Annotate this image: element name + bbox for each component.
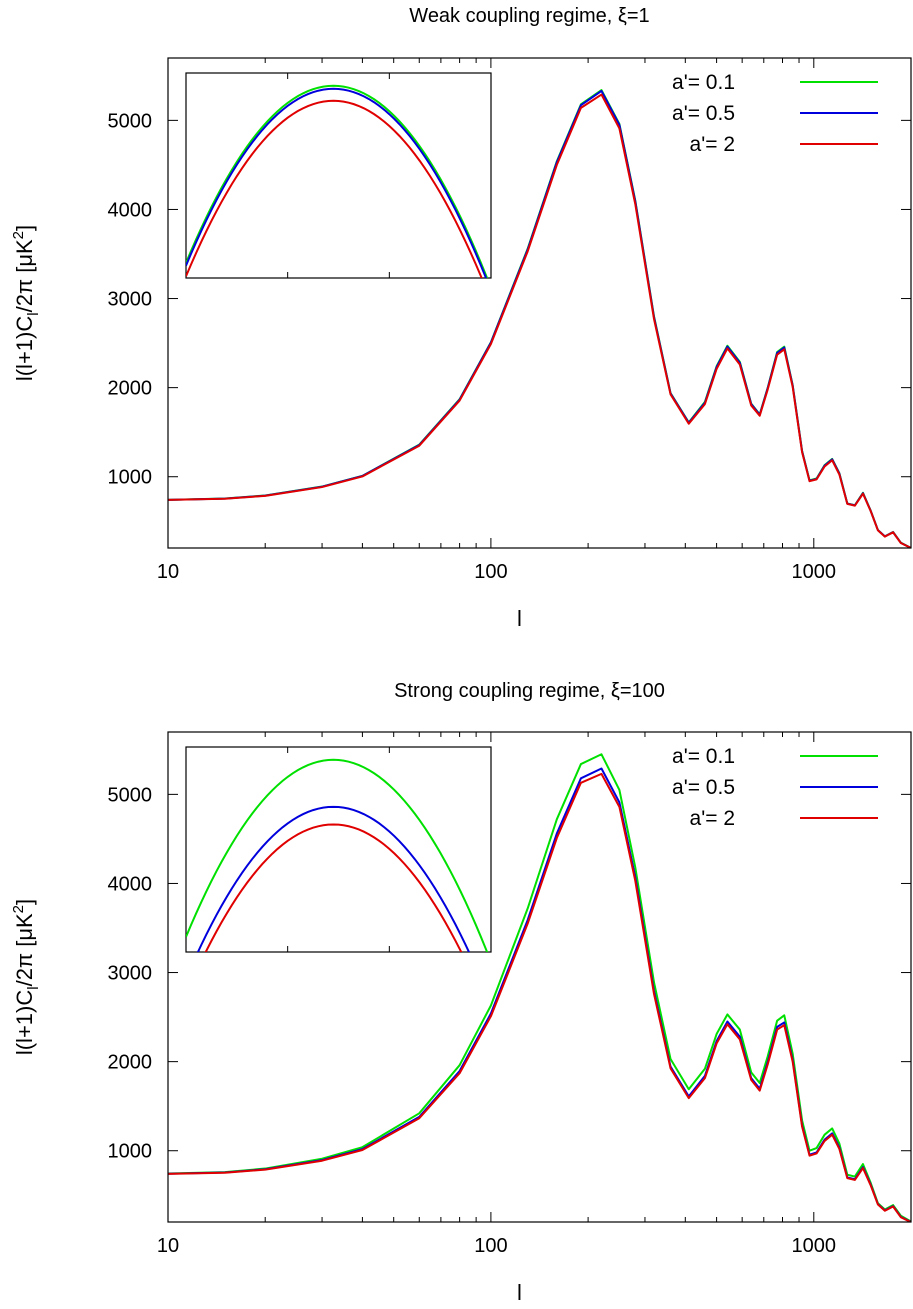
chart-panel-2: Strong coupling regime, ξ=100 10 100 1000 10…	[10, 680, 912, 1305]
y-axis-label: l(l+1)Cl/2π [μK2]	[10, 899, 42, 1055]
y-tick-label: 2000	[108, 1052, 153, 1074]
y-tick-label: 2000	[108, 378, 153, 400]
y-tick-label: 3000	[108, 963, 153, 985]
series-line-3	[168, 93, 911, 548]
legend-label: a'= 0.5	[672, 102, 735, 125]
legend-label: a'= 0.1	[672, 71, 735, 94]
legend-label: a'= 2	[690, 133, 735, 156]
y-tick-label: 4000	[108, 873, 153, 895]
inset-frame	[185, 746, 492, 953]
legend-label: a'= 2	[690, 807, 735, 830]
y-axis-label: l(l+1)Cl/2π [μK2]	[10, 225, 42, 381]
x-tick-label: 10	[157, 1235, 179, 1257]
chart-panel-1: Weak coupling regime, ξ=1 10 100 1000 1000 20…	[10, 5, 912, 631]
series-line-3	[168, 772, 911, 1222]
inset-series-line-2	[186, 87, 488, 278]
x-axis-label: l	[517, 1280, 522, 1305]
y-tick-label: 1000	[108, 467, 153, 489]
x-tick-label: 100	[474, 561, 507, 583]
y-tick-label: 1000	[108, 1141, 153, 1163]
series-line-1	[168, 753, 911, 1222]
inset-lines	[186, 758, 489, 952]
legend-label: a'= 0.1	[672, 745, 735, 768]
plot-lines	[168, 89, 911, 548]
chart-title: Weak coupling regime, ξ=1	[409, 5, 649, 27]
inset-series-line-3	[186, 99, 483, 278]
y-tick-label: 5000	[108, 784, 153, 806]
x-axis-label: l	[517, 606, 522, 631]
x-tick-label: 1000	[792, 561, 837, 583]
y-tick-label: 4000	[108, 199, 153, 221]
inset-plot	[185, 746, 492, 953]
inset-series-line-3	[204, 823, 463, 952]
chart-title: Strong coupling regime, ξ=100	[394, 680, 665, 702]
y-tick-label: 5000	[108, 110, 153, 132]
legend: a'= 0.1 a'= 0.5 a'= 2	[672, 745, 878, 830]
x-tick-label: 100	[474, 1235, 507, 1257]
legend: a'= 0.1 a'= 0.5 a'= 2	[672, 71, 878, 156]
x-tick-label: 10	[157, 561, 179, 583]
plot-frame	[167, 731, 912, 1223]
y-tick-label: 3000	[108, 289, 153, 311]
x-tick-label: 1000	[792, 1235, 837, 1257]
legend-label: a'= 0.5	[672, 776, 735, 799]
inset-series-line-1	[186, 758, 489, 952]
plot-lines	[168, 753, 911, 1222]
inset-frame	[185, 72, 492, 279]
inset-series-line-1	[186, 84, 489, 278]
inset-plot	[185, 72, 492, 279]
inset-series-line-2	[196, 805, 471, 952]
plot-frame	[167, 57, 912, 549]
inset-lines	[186, 84, 489, 278]
